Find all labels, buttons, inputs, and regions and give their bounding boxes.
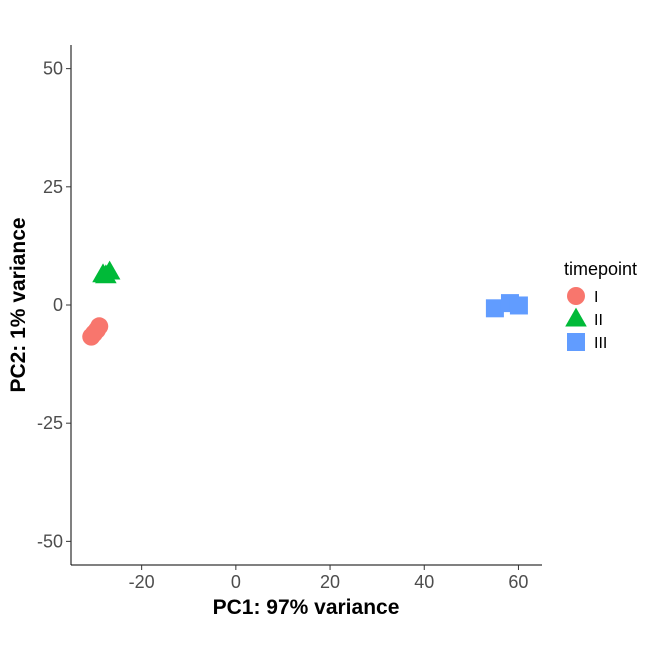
- data-point-i: [82, 327, 101, 346]
- legend-key-iii: [567, 333, 585, 351]
- y-tick-label: -25: [37, 413, 63, 433]
- y-axis-ticks: -50 -25 0 25 50: [37, 59, 71, 551]
- x-axis-ticks: -20 0 20 40 60: [129, 565, 528, 592]
- data-point-ii: [95, 264, 117, 284]
- x-tick-label: 60: [508, 572, 528, 592]
- legend-key-ii: [565, 307, 587, 327]
- x-tick-label: 40: [414, 572, 434, 592]
- y-tick-label: 0: [53, 295, 63, 315]
- legend-key-i: [567, 287, 585, 305]
- legend-label-iii: III: [594, 335, 607, 352]
- y-tick-label: 50: [43, 59, 63, 79]
- legend-label-i: I: [594, 289, 598, 306]
- data-points: [82, 260, 528, 346]
- plot-panel: -20 0 20 40 60 -50 -25 0 25 50: [37, 45, 542, 592]
- x-tick-label: 20: [320, 572, 340, 592]
- y-tick-label: 25: [43, 177, 63, 197]
- data-point-iii: [509, 296, 528, 315]
- legend-label-ii: II: [594, 312, 603, 329]
- y-tick-label: -50: [37, 531, 63, 551]
- legend-title: timepoint: [564, 259, 637, 279]
- x-tick-label: 0: [231, 572, 241, 592]
- data-point-iii: [485, 299, 504, 318]
- x-tick-label: -20: [129, 572, 155, 592]
- x-axis-title: PC1: 97% variance: [213, 596, 400, 619]
- y-axis-title: PC2: 1% variance: [7, 217, 30, 392]
